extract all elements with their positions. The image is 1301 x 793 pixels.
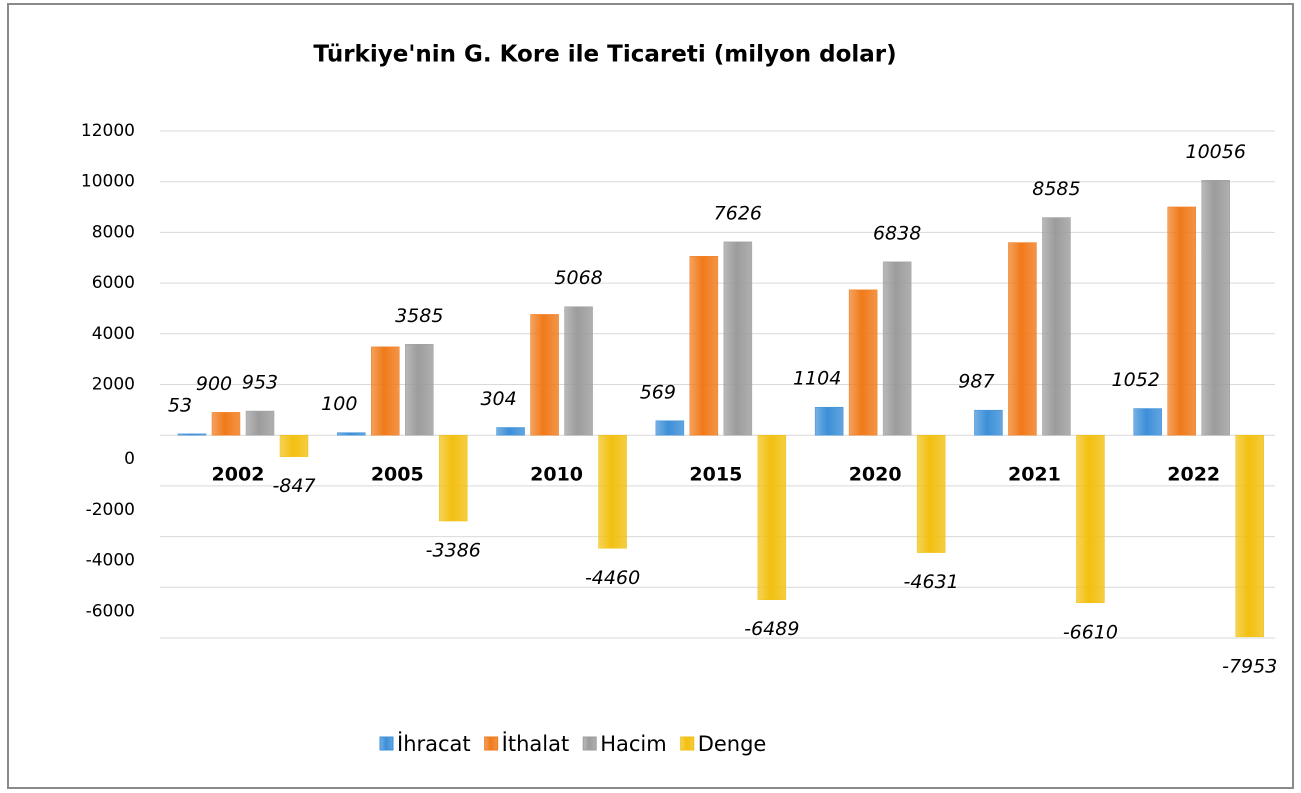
data-label: 53 — [168, 394, 192, 416]
legend-label: İthalat — [502, 731, 570, 756]
bar — [1042, 217, 1071, 436]
bar — [757, 434, 787, 600]
bar — [1008, 242, 1037, 436]
data-label: 100 — [321, 393, 357, 415]
bar — [564, 306, 593, 436]
data-label: 3585 — [395, 305, 443, 327]
y-tick-label: -4000 — [86, 551, 135, 571]
bar — [1167, 206, 1196, 436]
data-label: 7626 — [714, 202, 762, 224]
bar — [279, 434, 309, 457]
bar — [1133, 408, 1162, 436]
data-label: 6838 — [873, 222, 921, 244]
data-label: 304 — [480, 388, 516, 410]
data-label: -4460 — [585, 567, 640, 589]
bar — [1076, 434, 1105, 604]
bar — [598, 434, 627, 549]
bar — [848, 289, 878, 436]
x-tick-label: 2020 — [849, 464, 902, 486]
data-label: -6489 — [744, 618, 799, 640]
y-tick-label: 2000 — [92, 375, 135, 395]
x-tick-label: 2022 — [1167, 464, 1220, 486]
data-label: -7953 — [1222, 655, 1277, 677]
bar — [916, 434, 946, 553]
bar — [371, 346, 400, 436]
y-tick-label: 8000 — [92, 222, 135, 242]
bar — [689, 256, 719, 436]
bar — [882, 261, 912, 436]
y-tick-label: 4000 — [92, 324, 135, 344]
x-tick-label: 2002 — [212, 464, 265, 486]
bar — [211, 412, 241, 436]
data-label: 8585 — [1032, 178, 1080, 200]
data-label: 10056 — [1185, 141, 1245, 163]
legend-label: Hacim — [600, 732, 667, 756]
legend-swatch — [582, 736, 597, 751]
x-tick-label: 2021 — [1008, 464, 1061, 486]
bar — [1201, 180, 1230, 436]
bar — [530, 314, 559, 436]
legend-label: İhracat — [397, 731, 471, 756]
y-tick-label: -6000 — [86, 601, 135, 621]
y-tick-label: 12000 — [81, 121, 135, 141]
x-tick-label: 2010 — [530, 464, 583, 486]
data-label: -3386 — [426, 540, 481, 562]
legend-label: Denge — [698, 732, 767, 756]
bar — [1235, 434, 1264, 638]
data-label: 1104 — [793, 368, 841, 390]
data-label: -847 — [272, 475, 315, 497]
bar — [177, 433, 207, 436]
data-label: 900 — [196, 373, 232, 395]
y-tick-label: -2000 — [86, 500, 135, 520]
bar — [496, 427, 525, 436]
y-tick-label: 0 — [124, 449, 135, 469]
data-label: 5068 — [554, 267, 602, 289]
data-label: 569 — [640, 381, 676, 403]
legend-swatch — [484, 736, 499, 751]
y-tick-label: 6000 — [92, 273, 135, 293]
data-label: 1052 — [1112, 369, 1160, 391]
legend-swatch — [379, 736, 394, 751]
y-tick-label: 10000 — [81, 172, 135, 192]
bar — [974, 409, 1003, 436]
bar — [405, 344, 434, 436]
chart-title: Türkiye'nin G. Kore ile Ticareti (milyon… — [313, 42, 896, 68]
data-label: 987 — [958, 371, 994, 393]
bar — [245, 410, 275, 436]
data-label: 953 — [242, 372, 278, 394]
bar — [655, 420, 685, 436]
bar — [814, 406, 844, 436]
x-tick-label: 2005 — [371, 464, 424, 486]
legend-swatch — [680, 736, 695, 751]
bar — [723, 241, 753, 436]
x-tick-label: 2015 — [689, 464, 742, 486]
chart-border — [7, 3, 1294, 789]
bar — [439, 434, 468, 522]
data-label: -6610 — [1063, 621, 1118, 643]
data-label: -4631 — [904, 571, 959, 593]
bar — [337, 432, 366, 436]
